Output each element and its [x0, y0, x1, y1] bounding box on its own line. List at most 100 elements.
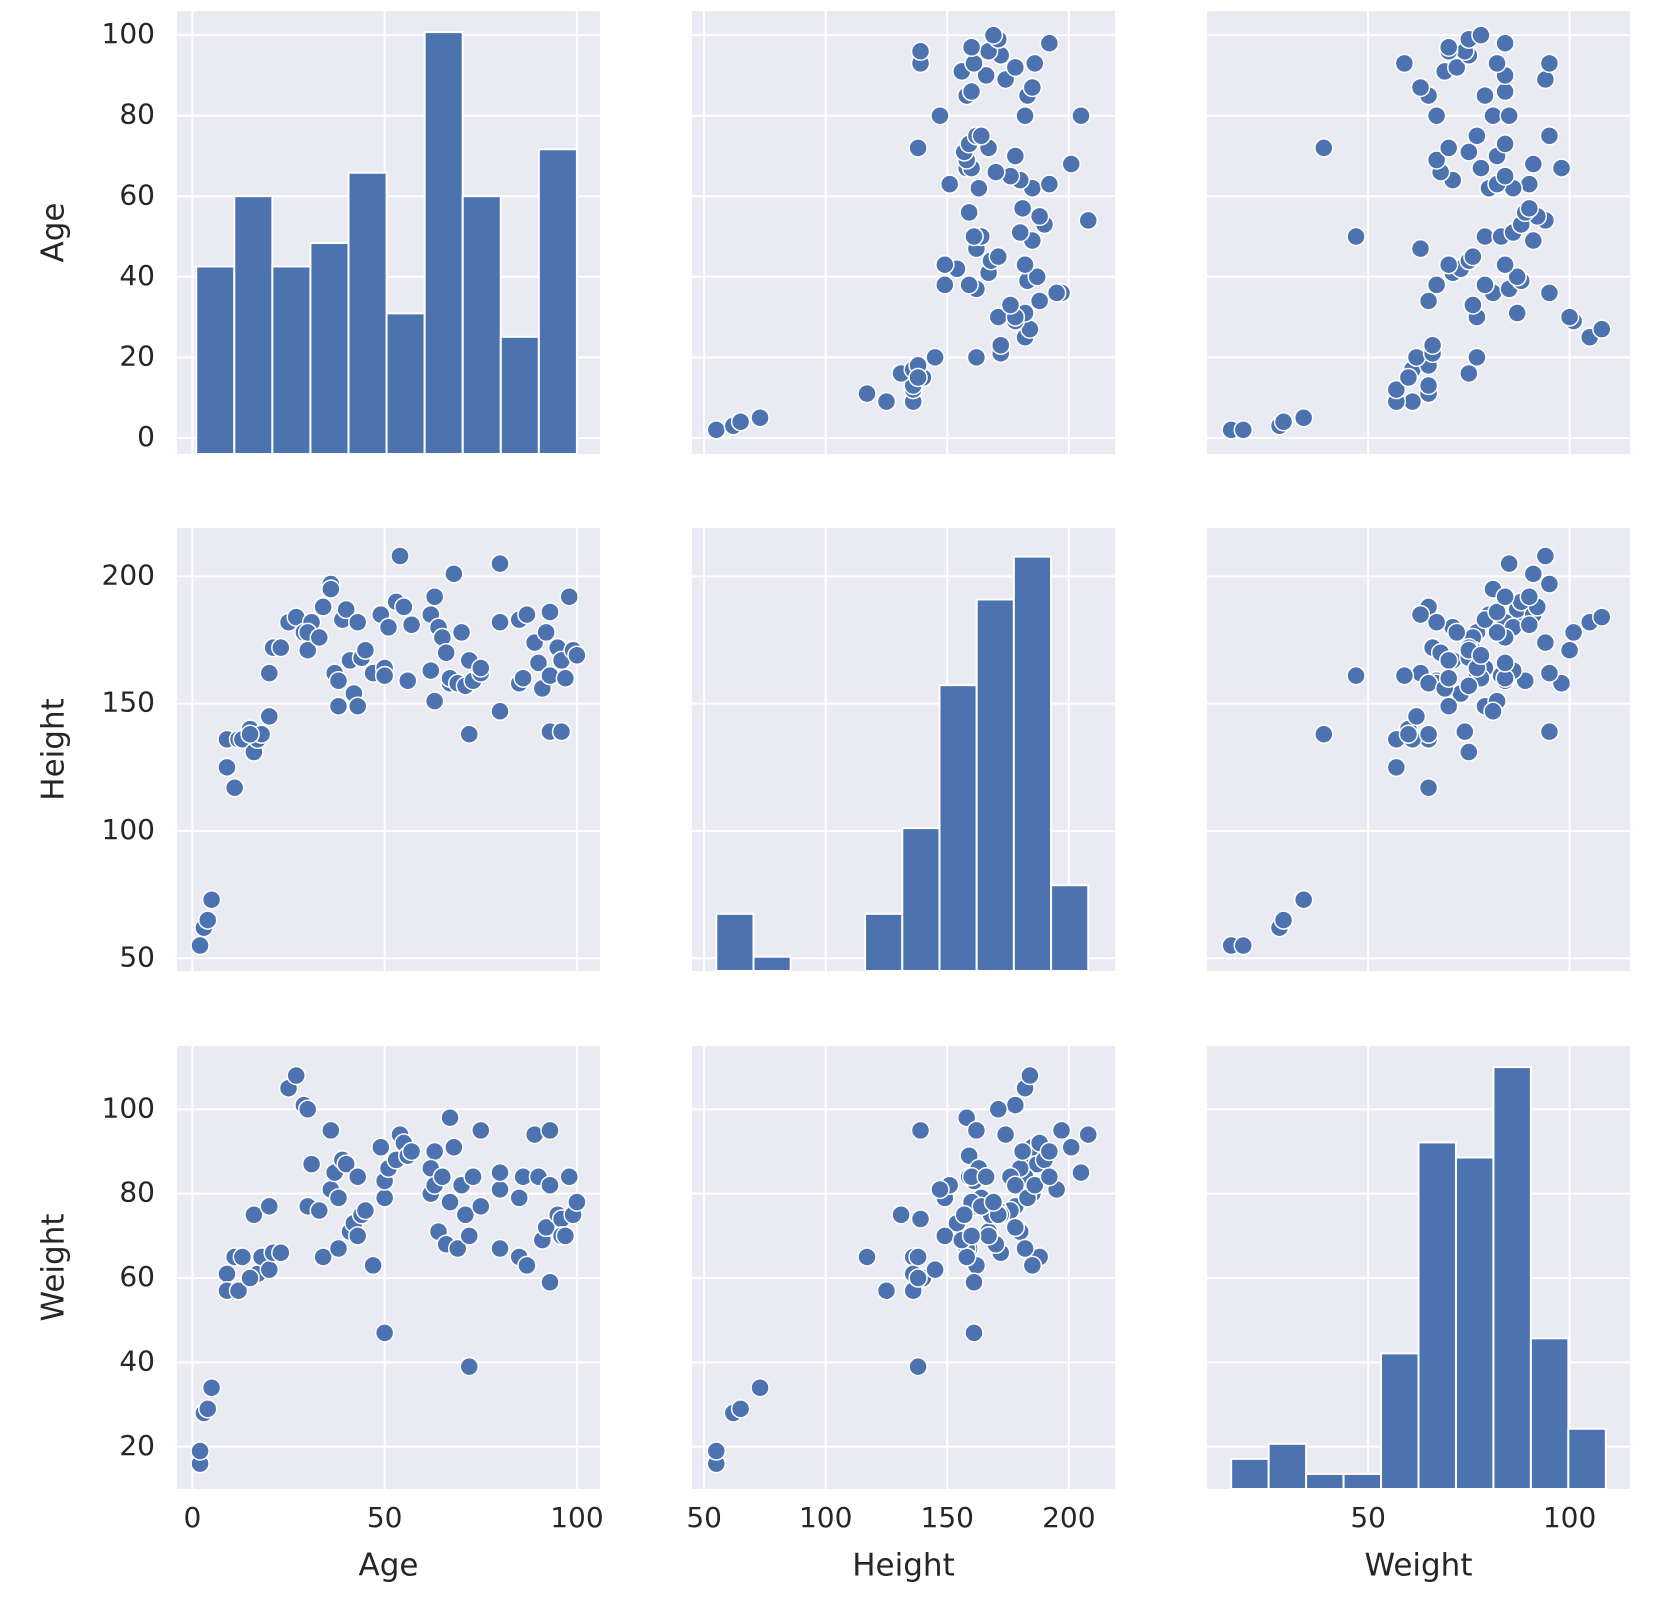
scatter-point — [378, 617, 399, 638]
scatter-point — [908, 1268, 928, 1288]
scatter-point — [935, 1226, 955, 1246]
hist-bar — [938, 684, 978, 972]
scatter-point — [750, 1377, 770, 1398]
scatter-point — [1519, 198, 1540, 219]
scatter-point — [390, 546, 410, 566]
scatter-point — [1559, 307, 1580, 327]
hist-bar — [233, 195, 274, 455]
scatter-point — [1438, 650, 1459, 671]
scatter-point — [1471, 158, 1491, 178]
scatter-point — [857, 383, 877, 404]
y-tick-label: 40 — [119, 1344, 155, 1377]
scatter-point — [908, 1247, 928, 1267]
scatter-point — [321, 579, 341, 599]
x-tick-label: 50 — [1350, 1501, 1386, 1534]
scatter-point — [1273, 412, 1294, 432]
panel — [177, 1046, 600, 1489]
scatter-point — [1551, 158, 1572, 178]
scatter-point — [224, 777, 245, 798]
panel — [692, 1046, 1115, 1489]
scatter-point — [961, 81, 982, 102]
scatter-point — [956, 1247, 977, 1267]
scatter-point — [990, 335, 1011, 356]
scatter-point — [1519, 174, 1540, 194]
panel — [1207, 528, 1630, 971]
scatter-point — [1438, 37, 1459, 57]
scatter-point — [966, 1120, 987, 1141]
scatter-point — [1273, 910, 1294, 930]
x-tick-label: 50 — [367, 1501, 403, 1534]
scatter-point — [939, 174, 960, 194]
scatter-point — [930, 105, 950, 126]
scatter-point — [201, 1377, 222, 1398]
panel-background — [177, 528, 600, 971]
hist-bar — [1305, 1472, 1345, 1491]
scatter-point — [1539, 574, 1560, 594]
hist-bar — [1342, 1472, 1383, 1491]
scatter-point — [528, 653, 549, 673]
scatter-point — [1020, 1065, 1040, 1086]
scatter-point — [1426, 612, 1447, 632]
scatter-point — [401, 614, 422, 635]
scatter-point — [1463, 295, 1483, 315]
scatter-point — [1499, 105, 1519, 126]
hist-bar — [195, 265, 236, 456]
scatter-point — [876, 1280, 897, 1301]
y-axis-label: Weight — [36, 1213, 72, 1321]
scatter-point — [459, 1226, 480, 1246]
scatter-point — [1005, 1175, 1026, 1195]
panel — [177, 528, 600, 971]
scatter-point — [513, 668, 533, 688]
scatter-point — [540, 602, 560, 622]
scatter-point — [1022, 77, 1043, 98]
scatter-point — [1487, 602, 1507, 622]
hist-bar — [461, 195, 502, 455]
scatter-point — [1523, 230, 1544, 251]
scatter-point — [540, 1120, 560, 1141]
scatter-point — [1438, 254, 1459, 275]
scatter-point — [1495, 653, 1515, 673]
scatter-point — [432, 1167, 453, 1187]
scatter-point — [908, 367, 928, 388]
scatter-point — [930, 1179, 950, 1200]
scatter-point — [328, 671, 349, 691]
scatter-point — [988, 1099, 1009, 1120]
scatter-point — [1507, 267, 1527, 287]
y-tick-label: 80 — [119, 98, 155, 131]
scatter-point — [1471, 645, 1491, 666]
scatter-point — [750, 408, 770, 428]
scatter-point — [964, 1323, 984, 1343]
scatter-point — [259, 663, 280, 683]
scatter-point — [891, 1205, 911, 1225]
scatter-point — [1406, 706, 1427, 727]
x-tick-label: 100 — [550, 1501, 603, 1534]
scatter-point — [910, 1120, 931, 1141]
scatter-point — [995, 1124, 1016, 1145]
scatter-point — [1539, 126, 1560, 146]
scatter-point — [536, 1217, 556, 1238]
scatter-point — [471, 658, 491, 678]
scatter-point — [976, 65, 996, 86]
scatter-point — [347, 696, 368, 716]
scatter-point — [969, 178, 989, 198]
hist-bar — [385, 312, 426, 455]
scatter-point — [1406, 347, 1427, 368]
scatter-point — [1471, 25, 1491, 45]
scatter-point — [1467, 347, 1487, 368]
scatter-point — [424, 691, 445, 711]
scatter-point — [1418, 777, 1439, 798]
scatter-point — [1475, 226, 1495, 247]
scatter-point — [935, 275, 955, 295]
scatter-point — [451, 622, 472, 643]
scatter-point — [1039, 174, 1060, 194]
scatter-point — [440, 1107, 460, 1128]
scatter-point — [935, 254, 955, 275]
scatter-point — [1398, 724, 1419, 744]
scatter-point — [347, 1226, 368, 1246]
scatter-point — [1535, 69, 1556, 90]
scatter-point — [551, 721, 572, 742]
scatter-point — [1467, 126, 1487, 146]
scatter-point — [1010, 222, 1030, 243]
scatter-point — [540, 1175, 560, 1195]
scatter-point — [1438, 668, 1459, 688]
